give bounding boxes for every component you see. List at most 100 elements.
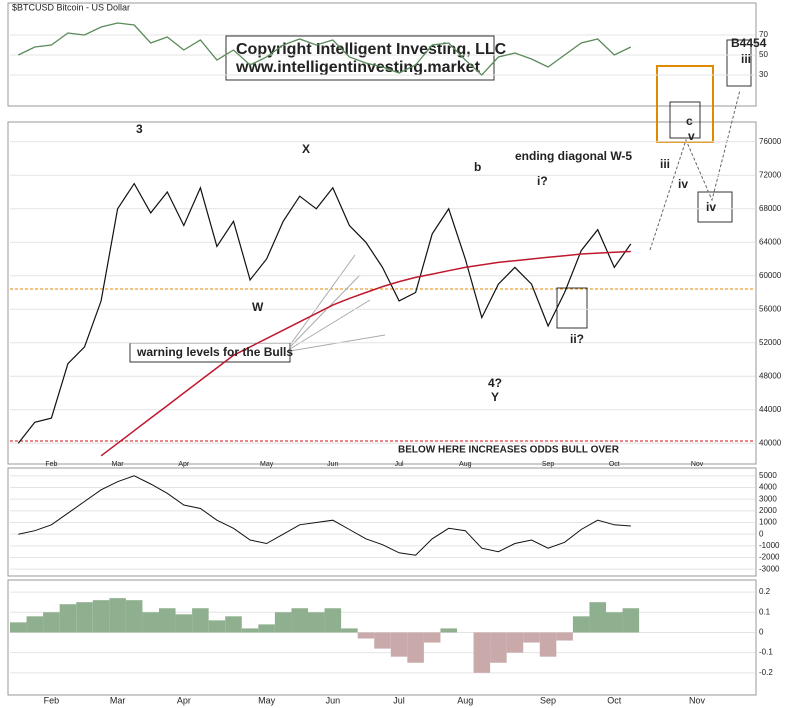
oscillator-bar (274, 612, 292, 633)
annotation: iii (660, 157, 670, 171)
copyright: Copyright Intelligent Investing, LLC (236, 41, 507, 58)
oscillator-bar (225, 616, 242, 633)
oscillator-bar (440, 628, 457, 633)
oscillator-bar (208, 620, 226, 633)
oscillator-bar (572, 616, 590, 633)
x-tick-label-price: Oct (609, 461, 620, 468)
annotation: v (688, 129, 695, 143)
y-tick-label: 50 (759, 50, 768, 59)
x-tick-label-price: Aug (459, 461, 472, 468)
y-tick-label: 60000 (759, 271, 782, 280)
price-panel (7, 121, 757, 465)
y-tick-label: 44000 (759, 405, 782, 414)
oscillator-bar (490, 632, 507, 663)
oscillator-bar (589, 602, 606, 633)
y-tick-label: 3000 (759, 494, 777, 503)
website: www.intelligentinvesting.market (235, 59, 481, 76)
annotation: X (302, 142, 310, 156)
oscillator-bar (59, 604, 77, 633)
y-tick-label: 72000 (759, 170, 782, 179)
oscillator-bar (142, 612, 159, 633)
y-tick-label: 48000 (759, 371, 782, 380)
oscillator-bar (390, 632, 408, 657)
wave-iv-box (697, 191, 733, 223)
annotation: iv (678, 177, 688, 191)
y-tick-label: 68000 (759, 204, 782, 213)
y-tick-label: 40000 (759, 438, 782, 447)
annotation: 3 (136, 122, 143, 136)
x-tick-label-price: Feb (45, 461, 57, 468)
annotation: ii? (570, 332, 584, 346)
y-tick-label: -3000 (759, 564, 780, 573)
oscillator-bar (606, 612, 623, 633)
annotation: warning levels for the Bulls (136, 345, 293, 359)
y-tick-label: 0.1 (759, 607, 771, 616)
y-tick-label: -1000 (759, 541, 780, 550)
copyright-box (225, 35, 495, 81)
x-tick-label: Feb (44, 695, 60, 705)
line-series (17, 182, 632, 444)
y-tick-label: 0 (759, 529, 764, 538)
annotation: iv (706, 200, 716, 214)
annotation: Y (491, 390, 499, 404)
x-tick-label: Oct (607, 695, 622, 705)
oscillator-bar (357, 632, 375, 639)
oscillator-bar (324, 608, 342, 633)
oscillator-bar (109, 598, 126, 633)
oscillator-bar (506, 632, 524, 653)
x-tick-label: Aug (457, 695, 473, 705)
oscillator-bar (241, 628, 259, 633)
oscillator-bar (473, 632, 491, 673)
x-tick-label-price: Jul (395, 461, 404, 468)
y-tick-label: 1000 (759, 518, 777, 527)
oscillator-bar (43, 612, 60, 633)
y-tick-label: 76000 (759, 137, 782, 146)
x-tick-label: Mar (110, 695, 126, 705)
y-tick-label: 0.2 (759, 587, 771, 596)
oscillator-bar (258, 624, 275, 633)
x-tick-label: Nov (689, 695, 706, 705)
y-tick-label: 64000 (759, 237, 782, 246)
oscillator-bar (423, 632, 441, 643)
oscillator-bar (374, 632, 391, 649)
line-series (18, 475, 631, 556)
y-tick-label: -2000 (759, 553, 780, 562)
y-tick-label: 56000 (759, 304, 782, 313)
x-tick-label: Jun (326, 695, 341, 705)
oscillator-bar (407, 632, 424, 663)
x-tick-label-price: Mar (112, 461, 125, 468)
chart-title: $BTCUSD Bitcoin - US Dollar (12, 2, 130, 12)
rsi-panel (7, 2, 757, 107)
y-tick-label: 30 (759, 70, 768, 79)
line-series (18, 22, 632, 76)
oscillator-bar (26, 616, 44, 633)
oscillator-panel (7, 579, 757, 696)
y-tick-label: 4000 (759, 483, 777, 492)
y-tick-label: 70 (759, 30, 768, 39)
oscillator-bar (175, 614, 193, 633)
oscillator-bar (92, 600, 110, 633)
oscillator-bar (556, 632, 573, 641)
oscillator-bar (159, 608, 176, 633)
annotation: b (474, 160, 481, 174)
oscillator-bar (539, 632, 557, 657)
annotation: W (252, 300, 264, 314)
annotation: iii (741, 52, 751, 66)
oscillator-bar (308, 612, 325, 633)
oscillator-bar (523, 632, 540, 643)
y-tick-label: -0.1 (759, 648, 773, 657)
annotation: BELOW HERE INCREASES ODDS BULL OVER (398, 445, 620, 456)
annotation: B4454 (731, 36, 767, 50)
x-tick-label-price: Apr (178, 461, 190, 468)
y-tick-label: -0.2 (759, 668, 773, 677)
oscillator-bar (341, 628, 358, 633)
oscillator-bar (10, 622, 27, 633)
x-tick-label: May (258, 695, 276, 705)
x-tick-label: Apr (177, 695, 191, 705)
y-tick-label: 0 (759, 628, 764, 637)
oscillator-bar (76, 602, 93, 633)
oscillator-bar (291, 608, 308, 633)
annotation: i? (537, 174, 548, 188)
oscillator-bar (125, 600, 143, 633)
